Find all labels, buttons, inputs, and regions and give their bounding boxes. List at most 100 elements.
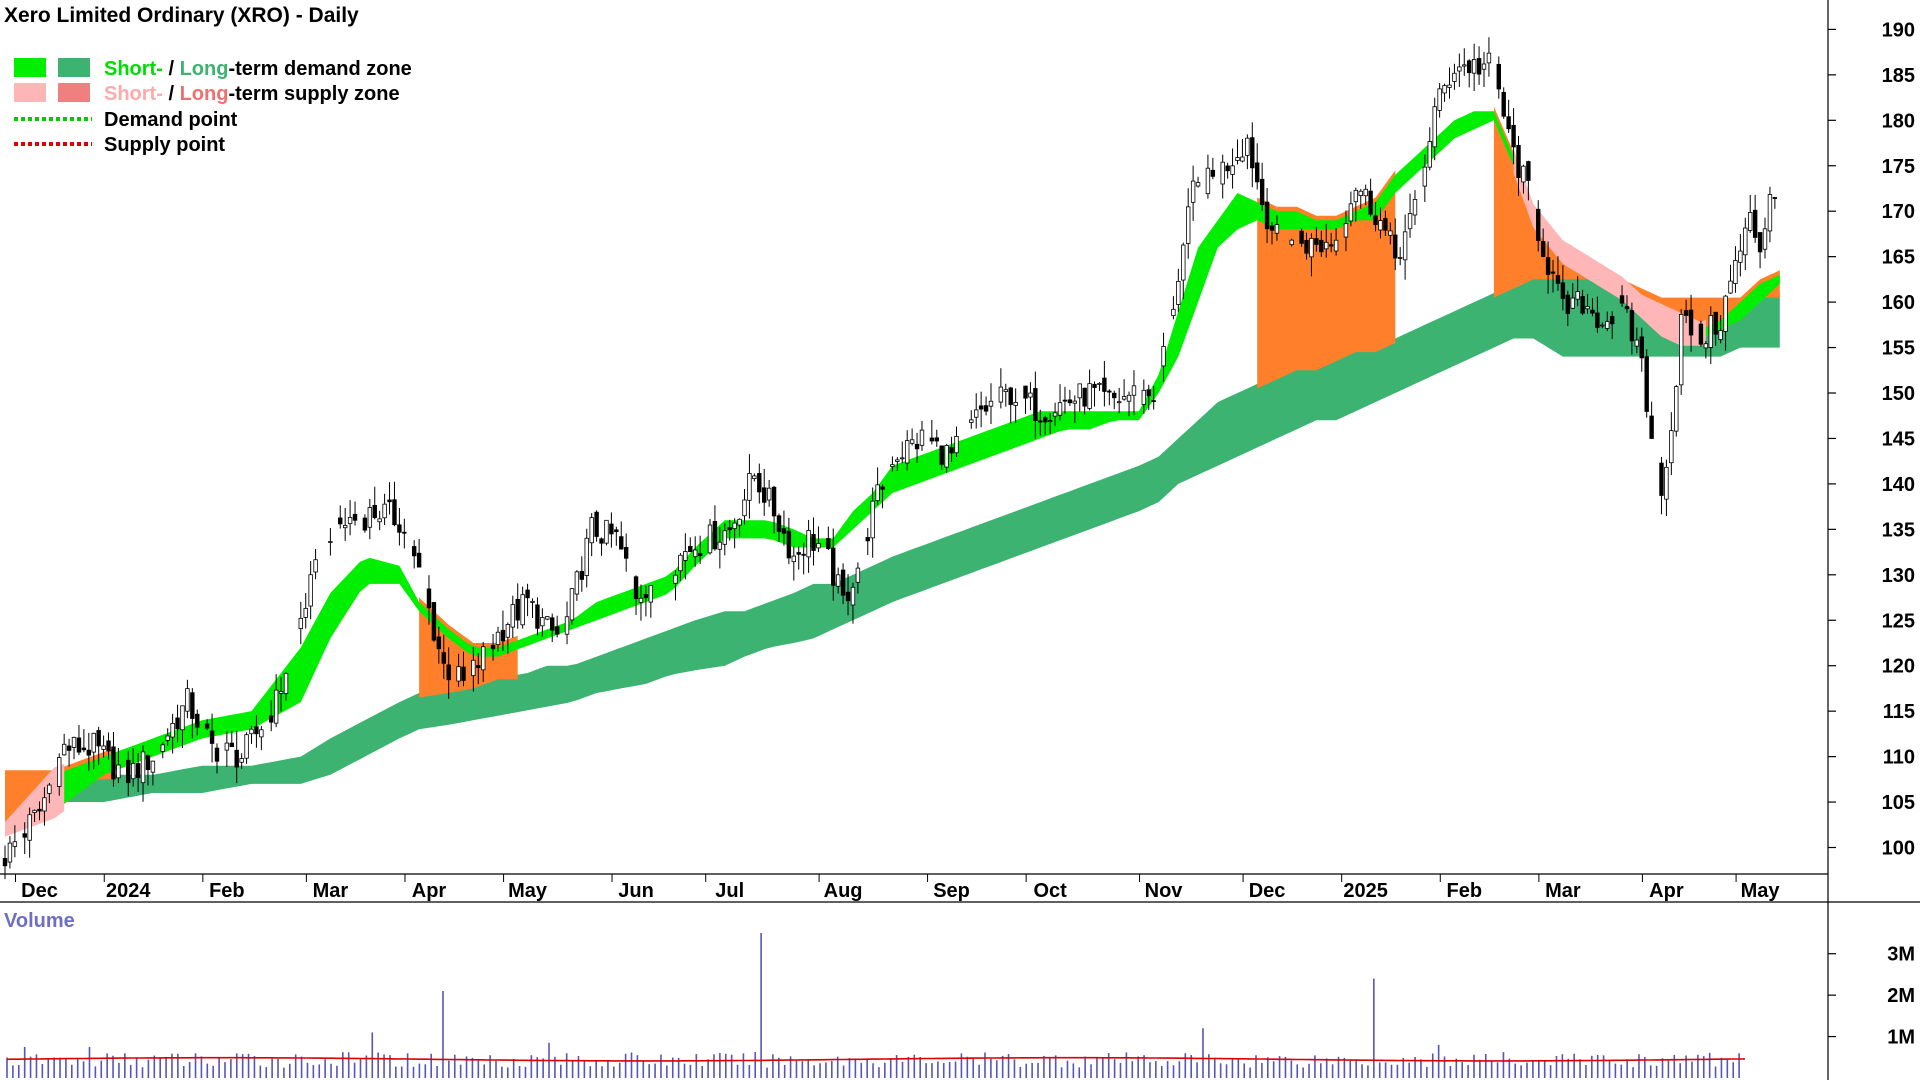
time-axis: Dec 2024 Feb Mar Apr May Jun Jul Aug Sep Oct Nov Dec…	[15, 874, 1780, 902]
legend-short-demand-swatch	[14, 58, 46, 77]
candle-body	[781, 528, 787, 534]
candle-body	[1319, 239, 1324, 253]
candle-body	[431, 602, 437, 641]
price-tick-label: 170	[1882, 201, 1915, 223]
volume-tick-label: 2M	[1887, 985, 1915, 1007]
candle-body	[870, 500, 875, 539]
candle-body	[81, 747, 87, 751]
candle-body	[111, 746, 116, 780]
candle-body	[554, 626, 560, 635]
candle-body	[239, 758, 244, 763]
candle-body	[1324, 241, 1329, 250]
candle-body	[525, 589, 530, 599]
candle-body	[446, 664, 451, 681]
candle-body	[476, 665, 481, 669]
price-tick-label: 125	[1882, 610, 1915, 632]
candle-body	[1501, 92, 1506, 117]
candle-body	[1506, 116, 1511, 130]
candle-body	[732, 522, 737, 529]
candle-body	[796, 552, 801, 555]
candle-body	[342, 525, 348, 529]
legend-supply-point-label: Supply point	[104, 134, 225, 156]
price-tick-label: 100	[1882, 838, 1915, 860]
time-tick-label: Jun	[618, 880, 654, 902]
candle-body	[1087, 383, 1092, 409]
candle-body	[180, 705, 185, 731]
candle-body	[254, 726, 259, 735]
candle-body	[850, 586, 856, 606]
candle-body	[1526, 161, 1531, 181]
candle-body	[1437, 88, 1442, 111]
candle-body	[1570, 297, 1575, 309]
candle-body	[939, 445, 944, 465]
candle-body	[259, 729, 264, 738]
time-tick-label: Dec	[21, 880, 58, 902]
candle-body	[1112, 392, 1117, 399]
candle-body	[1575, 291, 1580, 300]
candle-body	[1235, 157, 1240, 161]
candle-body	[1545, 257, 1551, 275]
candle-body	[1738, 250, 1743, 263]
candle-body	[1245, 137, 1250, 156]
candle-body	[91, 732, 96, 753]
candle-body	[949, 447, 954, 454]
candle-body	[826, 538, 831, 550]
candle-body	[1624, 306, 1630, 310]
candle-body	[1496, 63, 1501, 90]
candle-body	[1274, 224, 1280, 234]
candle-body	[130, 763, 136, 780]
long-term-demand-zone	[5, 274, 1780, 802]
candle-body	[747, 473, 752, 501]
candle-body	[490, 644, 496, 650]
candle-body	[707, 524, 713, 554]
candle-body	[76, 737, 82, 753]
candle-body	[42, 797, 47, 812]
candle-body	[1116, 401, 1122, 404]
volume-title: Volume	[4, 910, 75, 932]
candle-body	[170, 722, 175, 738]
candle-body	[998, 386, 1004, 403]
time-tick-label: 2024	[106, 880, 151, 902]
candle-body	[673, 574, 678, 584]
candle-body	[1723, 295, 1728, 332]
candle-body	[1476, 58, 1482, 75]
candle-body	[1255, 162, 1260, 183]
legend: Short- / Long-term demand zone Short- / …	[14, 58, 412, 156]
legend-demand-label: Short- / Long-term demand zone	[104, 58, 412, 80]
candle-body	[791, 555, 796, 563]
candle-body	[71, 736, 77, 748]
candle-body	[1230, 165, 1235, 175]
candle-body	[1393, 234, 1398, 259]
candle-body	[229, 742, 234, 748]
candle-body	[988, 400, 994, 407]
candle-body	[1033, 388, 1038, 421]
legend-short-supply-swatch	[14, 83, 46, 102]
time-tick-label: Feb	[209, 880, 245, 902]
candle-body	[1767, 194, 1773, 232]
candle-body	[1412, 199, 1418, 216]
candle-body	[387, 499, 392, 503]
candle-body	[722, 530, 727, 545]
candle-body	[382, 503, 387, 519]
candle-body	[495, 631, 501, 646]
candle-body	[914, 443, 920, 450]
candle-body	[1161, 346, 1166, 367]
legend-long-demand-swatch	[58, 58, 90, 77]
candle-body	[1146, 389, 1151, 397]
candle-body	[1205, 167, 1211, 195]
candle-body	[1328, 244, 1334, 247]
candle-body	[1259, 178, 1265, 206]
candle-body	[1348, 203, 1354, 222]
candle-body	[160, 744, 165, 752]
candle-body	[727, 527, 732, 531]
candle-body	[762, 487, 767, 503]
candle-body	[1683, 310, 1689, 316]
time-tick-label: Jul	[715, 880, 744, 902]
candle-body	[298, 617, 303, 629]
candle-body	[37, 808, 42, 812]
candle-body	[61, 743, 67, 756]
candle-body	[1151, 400, 1156, 403]
candle-body	[1057, 402, 1063, 416]
candle-body	[1605, 321, 1610, 329]
